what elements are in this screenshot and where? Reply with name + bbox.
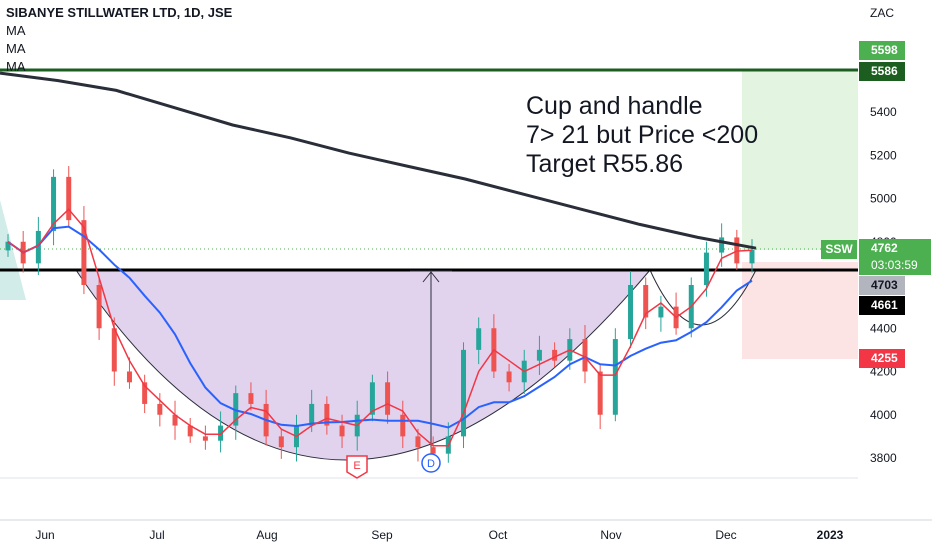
neckline-price-label: 4703 xyxy=(859,276,905,295)
candle-body xyxy=(536,349,542,361)
candle-body xyxy=(385,382,391,415)
candle-body xyxy=(597,371,603,415)
profit-price-label: 5598 xyxy=(859,41,905,60)
price-tick-label: 5200 xyxy=(870,148,897,162)
candle-body xyxy=(506,371,512,383)
candle-body xyxy=(749,249,755,264)
candle-body xyxy=(5,241,11,251)
candle-body xyxy=(430,447,436,454)
candle-body xyxy=(582,339,588,372)
time-tick-label: Dec xyxy=(715,528,736,542)
candle-body xyxy=(126,371,132,383)
candle-body xyxy=(218,425,224,441)
time-tick-label: Aug xyxy=(256,528,277,542)
last-price-value: 4762 xyxy=(871,241,898,255)
candle-body xyxy=(81,220,87,285)
candle-body xyxy=(703,252,709,285)
bar-countdown: 03:03:59 xyxy=(871,258,918,272)
candle-body xyxy=(51,176,57,231)
candle-body xyxy=(461,349,467,437)
candle-body xyxy=(248,393,254,404)
earnings-marker[interactable]: E xyxy=(346,455,368,479)
price-tick-label: 5400 xyxy=(870,105,897,119)
time-tick-label: Jul xyxy=(149,528,164,542)
candle-body xyxy=(96,285,102,329)
candle-body xyxy=(339,425,345,437)
entry-price-label: 4661 xyxy=(859,296,905,315)
candle-body xyxy=(719,237,725,253)
candle-body xyxy=(142,382,148,404)
price-tick-label: 3800 xyxy=(870,451,897,465)
time-axis[interactable]: Jun Jul Aug Sep Oct Nov Dec 2023 xyxy=(35,528,843,542)
price-tick-label: 5000 xyxy=(870,192,897,206)
candle-body xyxy=(278,436,284,448)
svg-text:E: E xyxy=(353,460,360,472)
last-price-box: 4762 03:03:59 xyxy=(859,239,931,275)
time-tick-label: Oct xyxy=(489,528,508,542)
handle-pattern xyxy=(649,269,757,326)
candle-body xyxy=(35,230,41,264)
measure-arrowhead xyxy=(422,271,440,283)
left-triangle xyxy=(0,200,26,300)
candle-body xyxy=(202,436,208,441)
ma-mid-line xyxy=(7,225,753,429)
symbol-title[interactable]: SIBANYE STILLWATER LTD, 1D, JSE xyxy=(6,5,233,20)
candle-body xyxy=(172,414,178,426)
candle-body xyxy=(187,425,193,437)
annotation-line-1: Cup and handle xyxy=(526,92,703,120)
ma-slow-line xyxy=(0,71,757,250)
candle-body xyxy=(111,328,117,372)
symbol-tag: SSW xyxy=(821,240,857,259)
candle-body xyxy=(552,349,558,361)
target-price-label: 5586 xyxy=(859,62,905,81)
candle-body xyxy=(612,339,618,415)
candle-body xyxy=(157,403,163,415)
candle-body xyxy=(643,285,649,318)
time-tick-label: Nov xyxy=(600,528,621,542)
time-tick-label: 2023 xyxy=(817,528,844,542)
chart-annotation[interactable]: Cup and handle 7> 21 but Price <200 Targ… xyxy=(526,92,758,179)
indicator-ma-2[interactable]: MA xyxy=(6,41,26,56)
target-zone xyxy=(742,70,858,250)
candle-body xyxy=(400,414,406,437)
stop-price-label: 4255 xyxy=(859,349,905,368)
candle-body xyxy=(66,176,72,221)
candle-body xyxy=(476,328,482,350)
ma-fast-line xyxy=(7,208,753,447)
candle-body xyxy=(628,285,634,340)
indicator-ma-1[interactable]: MA xyxy=(6,23,26,38)
time-tick-label: Sep xyxy=(371,528,393,542)
candle-body xyxy=(309,403,315,426)
annotation-line-2: 7> 21 but Price <200 xyxy=(526,121,759,149)
price-tick-label: 4000 xyxy=(870,408,897,422)
cup-pattern xyxy=(75,269,652,461)
candle-body xyxy=(415,436,421,448)
candle-body xyxy=(369,382,375,415)
candle-body xyxy=(324,403,330,426)
price-tick-label: 4400 xyxy=(870,321,897,335)
currency-label: ZAC xyxy=(870,6,894,20)
time-tick-label: Jun xyxy=(35,528,54,542)
price-tick-label: 4200 xyxy=(870,365,897,379)
indicator-ma-3[interactable]: MA xyxy=(6,59,26,74)
candle-body xyxy=(658,306,664,318)
svg-text:D: D xyxy=(427,458,435,470)
stop-zone xyxy=(742,262,858,359)
dividend-marker[interactable]: D xyxy=(421,453,441,473)
annotation-line-3: Target R55.86 xyxy=(526,150,684,178)
